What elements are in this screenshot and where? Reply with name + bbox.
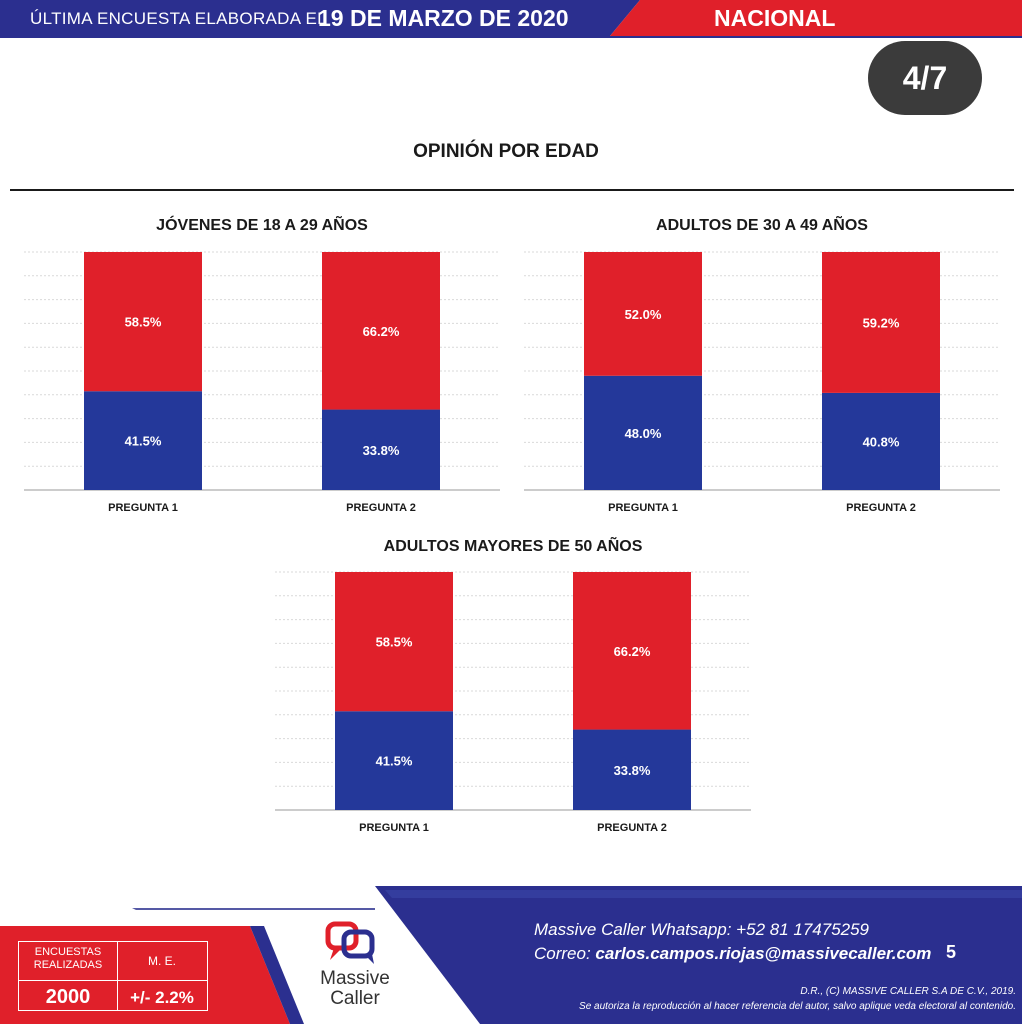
logo-icon bbox=[325, 921, 375, 964]
footer-background bbox=[0, 886, 1022, 1024]
stats-box: ENCUESTAS REALIZADAS M. E. 2000 +/- 2.2% bbox=[18, 941, 208, 1011]
chart-title-youth: JÓVENES DE 18 A 29 AÑOS bbox=[156, 217, 368, 234]
chart-seniors: 41.5% 58.5% PREGUNTA 1 33.8% 66.2% PREGUNTA 2 bbox=[275, 560, 751, 840]
data-label: 41.5% bbox=[376, 754, 413, 769]
header-region: NACIONAL bbox=[714, 5, 836, 31]
contact-email: carlos.campos.riojas@massivecaller.com bbox=[595, 944, 932, 963]
data-label: 41.5% bbox=[125, 434, 162, 449]
chart-seniors-svg: 41.5% 58.5% PREGUNTA 1 33.8% 66.2% PREGUNTA 2 bbox=[275, 571, 751, 834]
margin-error-label: M. E. bbox=[147, 954, 176, 968]
category-label: PREGUNTA 2 bbox=[597, 822, 667, 834]
logo-word-caller: Caller bbox=[330, 988, 380, 1009]
header-stripe bbox=[0, 36, 1022, 38]
chart-title-adults: ADULTOS DE 30 A 49 AÑOS bbox=[656, 217, 868, 234]
contact-email-line: Correo: carlos.campos.riojas@massivecall… bbox=[534, 944, 931, 964]
bar-segment bbox=[322, 409, 440, 490]
chart-youth: 41.5% 58.5% PREGUNTA 1 33.8% 66.2% PREGUNTA 2 bbox=[24, 240, 500, 520]
contact-email-label: Correo: bbox=[534, 944, 596, 963]
category-label: PREGUNTA 1 bbox=[608, 502, 678, 514]
bar-segment bbox=[84, 252, 202, 392]
massive-caller-logo: Massive Caller bbox=[300, 918, 410, 1022]
data-label: 48.0% bbox=[625, 426, 662, 441]
data-label: 52.0% bbox=[625, 307, 662, 322]
bar-segment bbox=[84, 391, 202, 490]
contact-whatsapp: Massive Caller Whatsapp: +52 81 17475259 bbox=[534, 920, 870, 939]
bar-segment bbox=[584, 375, 702, 490]
bar-segment bbox=[335, 711, 453, 810]
title-rule bbox=[10, 189, 1014, 191]
data-label: 33.8% bbox=[363, 443, 400, 458]
data-label: 40.8% bbox=[863, 434, 900, 449]
chart-title-seniors: ADULTOS MAYORES DE 50 AÑOS bbox=[383, 538, 643, 555]
page-badge: 4/7 bbox=[868, 41, 982, 115]
bar-segment bbox=[584, 252, 702, 376]
bar-segment bbox=[573, 729, 691, 810]
bar-segment bbox=[822, 252, 940, 393]
page-number: 5 bbox=[946, 942, 957, 962]
main-title: OPINIÓN POR EDAD bbox=[413, 141, 599, 162]
category-label: PREGUNTA 1 bbox=[108, 502, 178, 514]
data-label: 58.5% bbox=[376, 635, 413, 650]
stats-divider-horizontal bbox=[19, 980, 207, 981]
bar-segment bbox=[573, 572, 691, 730]
data-label: 66.2% bbox=[363, 324, 400, 339]
data-label: 59.2% bbox=[863, 315, 900, 330]
data-label: 66.2% bbox=[614, 644, 651, 659]
legal-notice: Se autoriza la reproducción al hacer ref… bbox=[579, 1001, 1016, 1012]
category-label: PREGUNTA 2 bbox=[346, 502, 416, 514]
logo-word-massive: Massive bbox=[320, 968, 390, 989]
header-prefix: ÚLTIMA ENCUESTA ELABORADA EL bbox=[30, 9, 327, 28]
footer: ENCUESTAS REALIZADAS M. E. 2000 +/- 2.2%… bbox=[0, 886, 1022, 1024]
category-label: PREGUNTA 2 bbox=[846, 502, 916, 514]
chart-adults-svg: 48.0% 52.0% PREGUNTA 1 40.8% 59.2% PREGUNTA 2 bbox=[524, 251, 1000, 514]
header-date: 19 DE MARZO DE 2020 bbox=[318, 5, 569, 31]
legal-copyright: D.R., (C) MASSIVE CALLER S.A DE C.V., 20… bbox=[800, 986, 1016, 997]
surveys-value: 2000 bbox=[45, 986, 91, 1008]
data-label: 58.5% bbox=[125, 315, 162, 330]
bar-segment bbox=[335, 572, 453, 712]
margin-error-value: +/- 2.2% bbox=[130, 988, 194, 1007]
stats-divider-vertical bbox=[117, 942, 118, 1010]
header-bar: ÚLTIMA ENCUESTA ELABORADA EL 19 DE MARZO… bbox=[0, 0, 1022, 38]
chart-adults: 48.0% 52.0% PREGUNTA 1 40.8% 59.2% PREGUNTA 2 bbox=[524, 240, 1000, 520]
bar-segment bbox=[822, 392, 940, 490]
category-label: PREGUNTA 1 bbox=[359, 822, 429, 834]
header-background bbox=[0, 0, 1022, 36]
surveys-label: ENCUESTAS REALIZADAS bbox=[33, 946, 103, 971]
data-label: 33.8% bbox=[614, 763, 651, 778]
chart-youth-svg: 41.5% 58.5% PREGUNTA 1 33.8% 66.2% PREGUNTA 2 bbox=[24, 251, 500, 514]
bar-segment bbox=[322, 252, 440, 410]
